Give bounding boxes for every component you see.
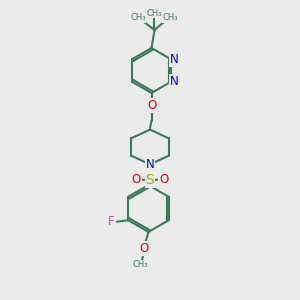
Text: N: N <box>170 75 179 88</box>
Text: CH₃: CH₃ <box>147 9 162 18</box>
Text: S: S <box>146 173 154 187</box>
Text: CH₃: CH₃ <box>130 13 146 22</box>
Text: N: N <box>146 158 154 171</box>
Text: O: O <box>132 173 141 186</box>
Text: CH₃: CH₃ <box>133 260 148 269</box>
Text: CH₃: CH₃ <box>162 13 178 22</box>
Text: O: O <box>140 242 148 255</box>
Text: O: O <box>159 173 168 186</box>
Text: N: N <box>170 53 179 66</box>
Text: O: O <box>147 99 156 112</box>
Text: F: F <box>108 215 115 228</box>
